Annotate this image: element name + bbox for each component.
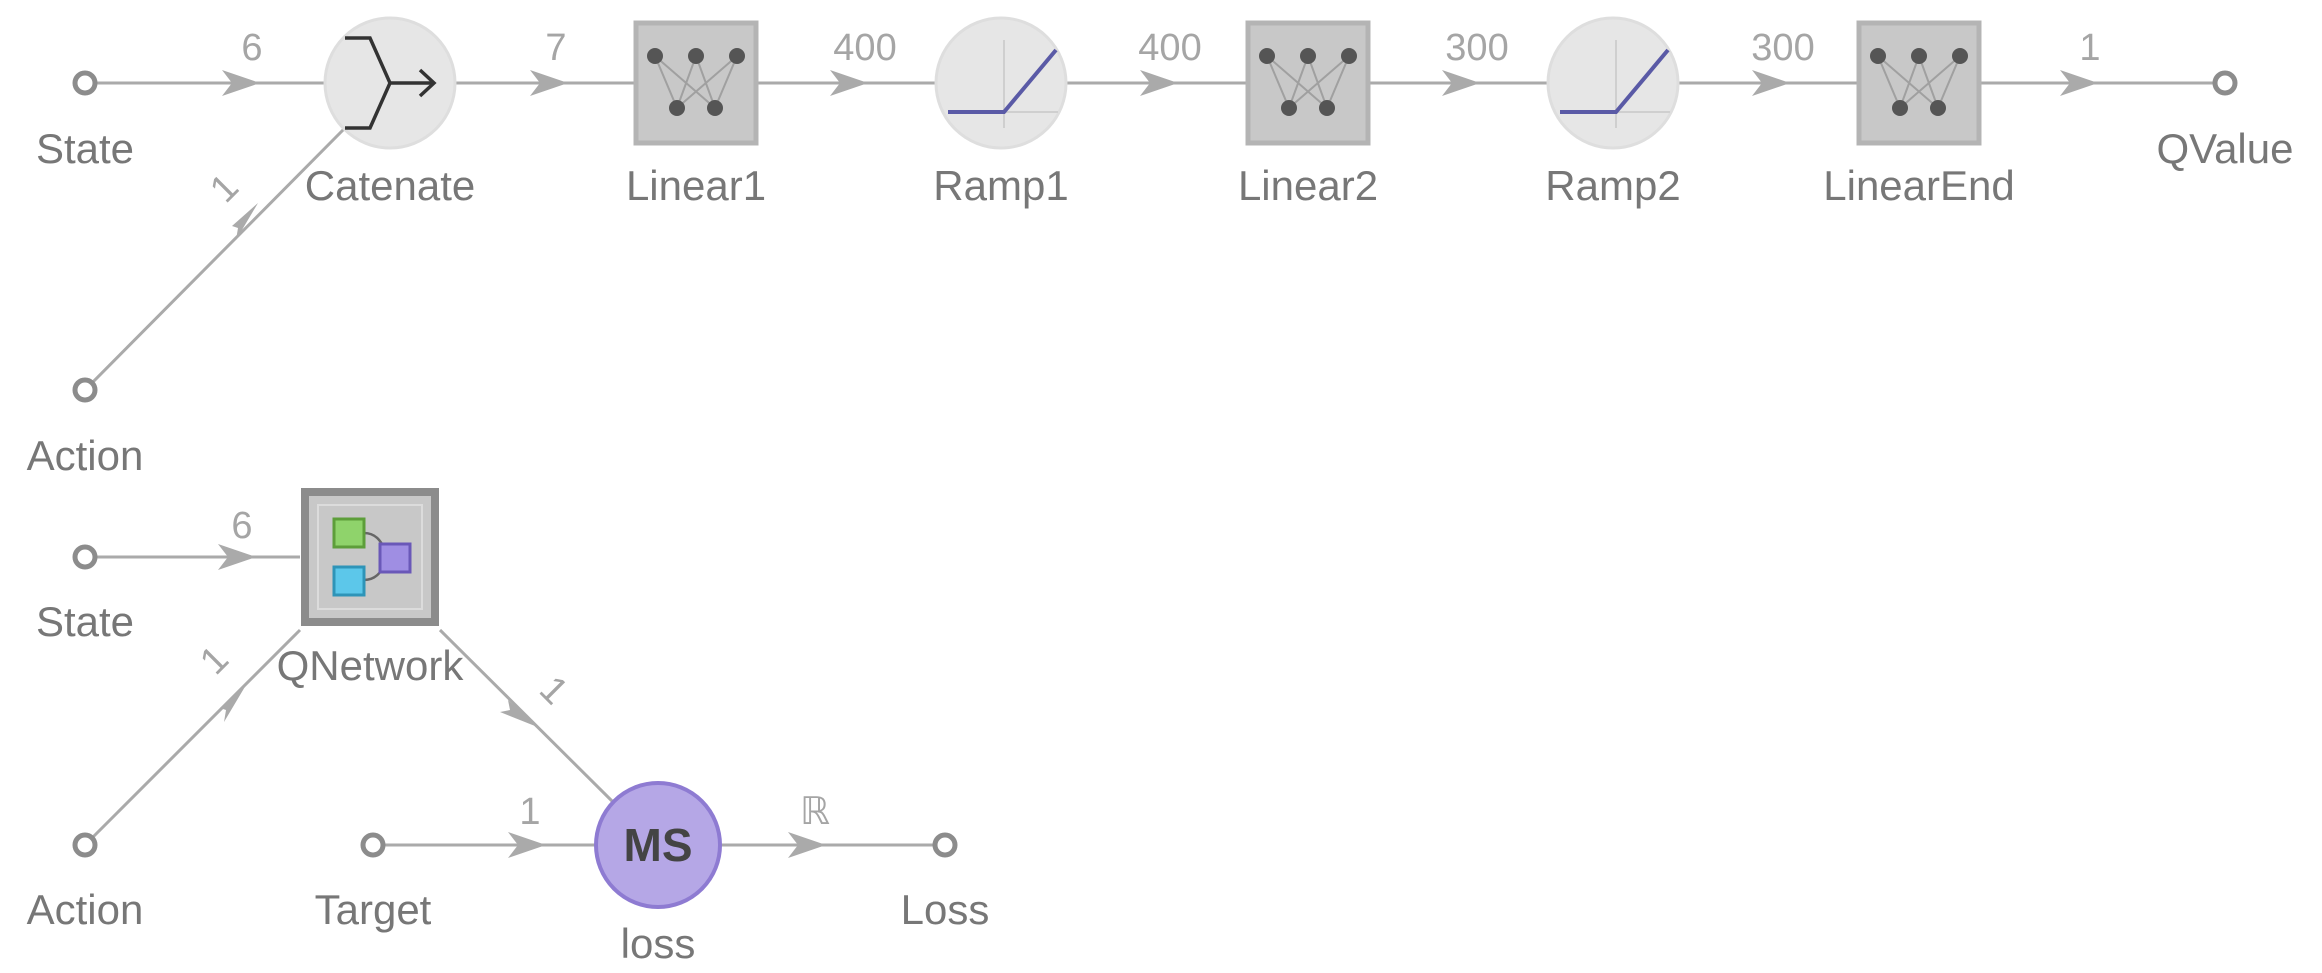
ramp2-node[interactable]: Ramp2 — [1545, 16, 1681, 209]
linear1-node[interactable]: Linear1 — [626, 20, 766, 209]
dim-label-linearend-out: 1 — [2079, 27, 2100, 69]
linear-layer-icon — [1259, 48, 1357, 116]
node-label-catenate: Catenate — [305, 162, 475, 209]
catenate-icon — [345, 36, 437, 130]
dim-label-state: 6 — [231, 505, 252, 547]
node-label-ramp2: Ramp2 — [1545, 162, 1680, 209]
bottom-output-port-loss[interactable]: Loss — [901, 832, 990, 933]
port-label-state: State — [36, 598, 134, 645]
node-label-loss: loss — [621, 920, 696, 967]
network-graph-icon — [332, 517, 412, 597]
bottom-graph-wires — [83, 544, 935, 858]
node-label-qnetwork: QNetwork — [277, 642, 465, 689]
dim-label-loss-out: ℝ — [800, 791, 830, 833]
dim-label-target: 1 — [519, 791, 540, 833]
dim-label-ramp2-out: 300 — [1751, 27, 1814, 69]
dim-label-qnetwork-out: 1 — [531, 668, 576, 713]
top-input-port-state[interactable]: State — [36, 70, 134, 172]
dim-label-linear2-out: 300 — [1445, 27, 1508, 69]
loss-node[interactable]: MS loss — [594, 781, 722, 967]
linear-layer-icon — [1870, 48, 1968, 116]
dim-label-ramp1-out: 400 — [1138, 27, 1201, 69]
dim-label-linear1-out: 400 — [833, 27, 896, 69]
top-output-port-qvalue[interactable]: QValue — [2157, 70, 2294, 172]
dim-label-action: 1 — [202, 166, 247, 211]
port-label-target: Target — [315, 886, 432, 933]
node-label-linearend: LinearEnd — [1823, 162, 2014, 209]
port-label-action: Action — [27, 432, 144, 479]
top-input-port-action[interactable]: Action — [27, 377, 144, 479]
dim-label-state: 6 — [241, 27, 262, 69]
port-label-qvalue: QValue — [2157, 125, 2294, 172]
port-label-action: Action — [27, 886, 144, 933]
ramp1-node[interactable]: Ramp1 — [933, 16, 1069, 209]
dim-label-catenate-out: 7 — [545, 27, 566, 69]
node-label-ramp1: Ramp1 — [933, 162, 1068, 209]
linearend-node[interactable]: LinearEnd — [1823, 20, 2015, 209]
port-label-state: State — [36, 125, 134, 172]
ramp-activation-icon — [1560, 40, 1670, 128]
loss-function-symbol: MS — [624, 819, 693, 871]
dim-label-action: 1 — [192, 638, 237, 683]
node-label-linear2: Linear2 — [1238, 162, 1378, 209]
bottom-input-port-target[interactable]: Target — [315, 832, 432, 933]
ramp-activation-icon — [948, 40, 1058, 128]
qnetwork-node[interactable]: QNetwork — [277, 488, 465, 689]
top-graph-wires — [83, 70, 2215, 392]
linear-layer-icon — [647, 48, 745, 116]
linear2-node[interactable]: Linear2 — [1238, 20, 1378, 209]
port-label-loss: Loss — [901, 886, 990, 933]
node-label-linear1: Linear1 — [626, 162, 766, 209]
catenate-node[interactable]: Catenate — [305, 16, 475, 209]
bottom-input-port-state[interactable]: State — [36, 544, 134, 645]
bottom-input-port-action[interactable]: Action — [27, 832, 144, 933]
